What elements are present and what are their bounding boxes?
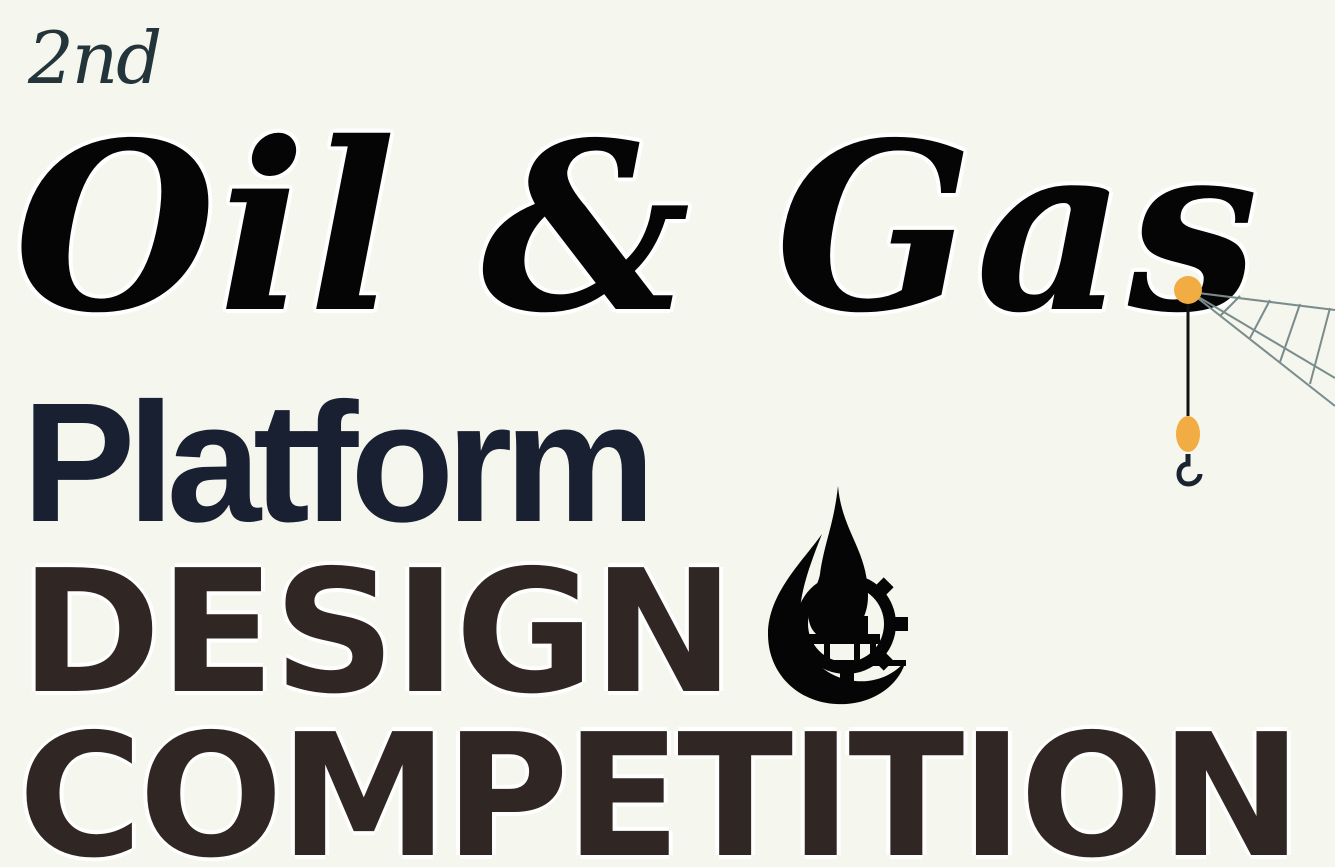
title-design: DESIGN	[20, 534, 735, 732]
oil-platform-icon	[800, 592, 906, 666]
title-platform: Platform	[22, 368, 656, 558]
oil-drop-gear-platform-logo-icon	[768, 486, 908, 705]
edition-ordinal: 2nd	[28, 16, 162, 100]
pulley-icon	[1174, 276, 1202, 304]
hook-block-icon	[1176, 416, 1200, 452]
title-competition: COMPETITION	[18, 698, 1302, 867]
hook-icon	[1176, 454, 1203, 487]
crane-hook-icon	[1174, 276, 1335, 487]
oil-drop-icon	[768, 486, 906, 705]
title-oil-gas: Oil & Gas	[14, 91, 1261, 364]
